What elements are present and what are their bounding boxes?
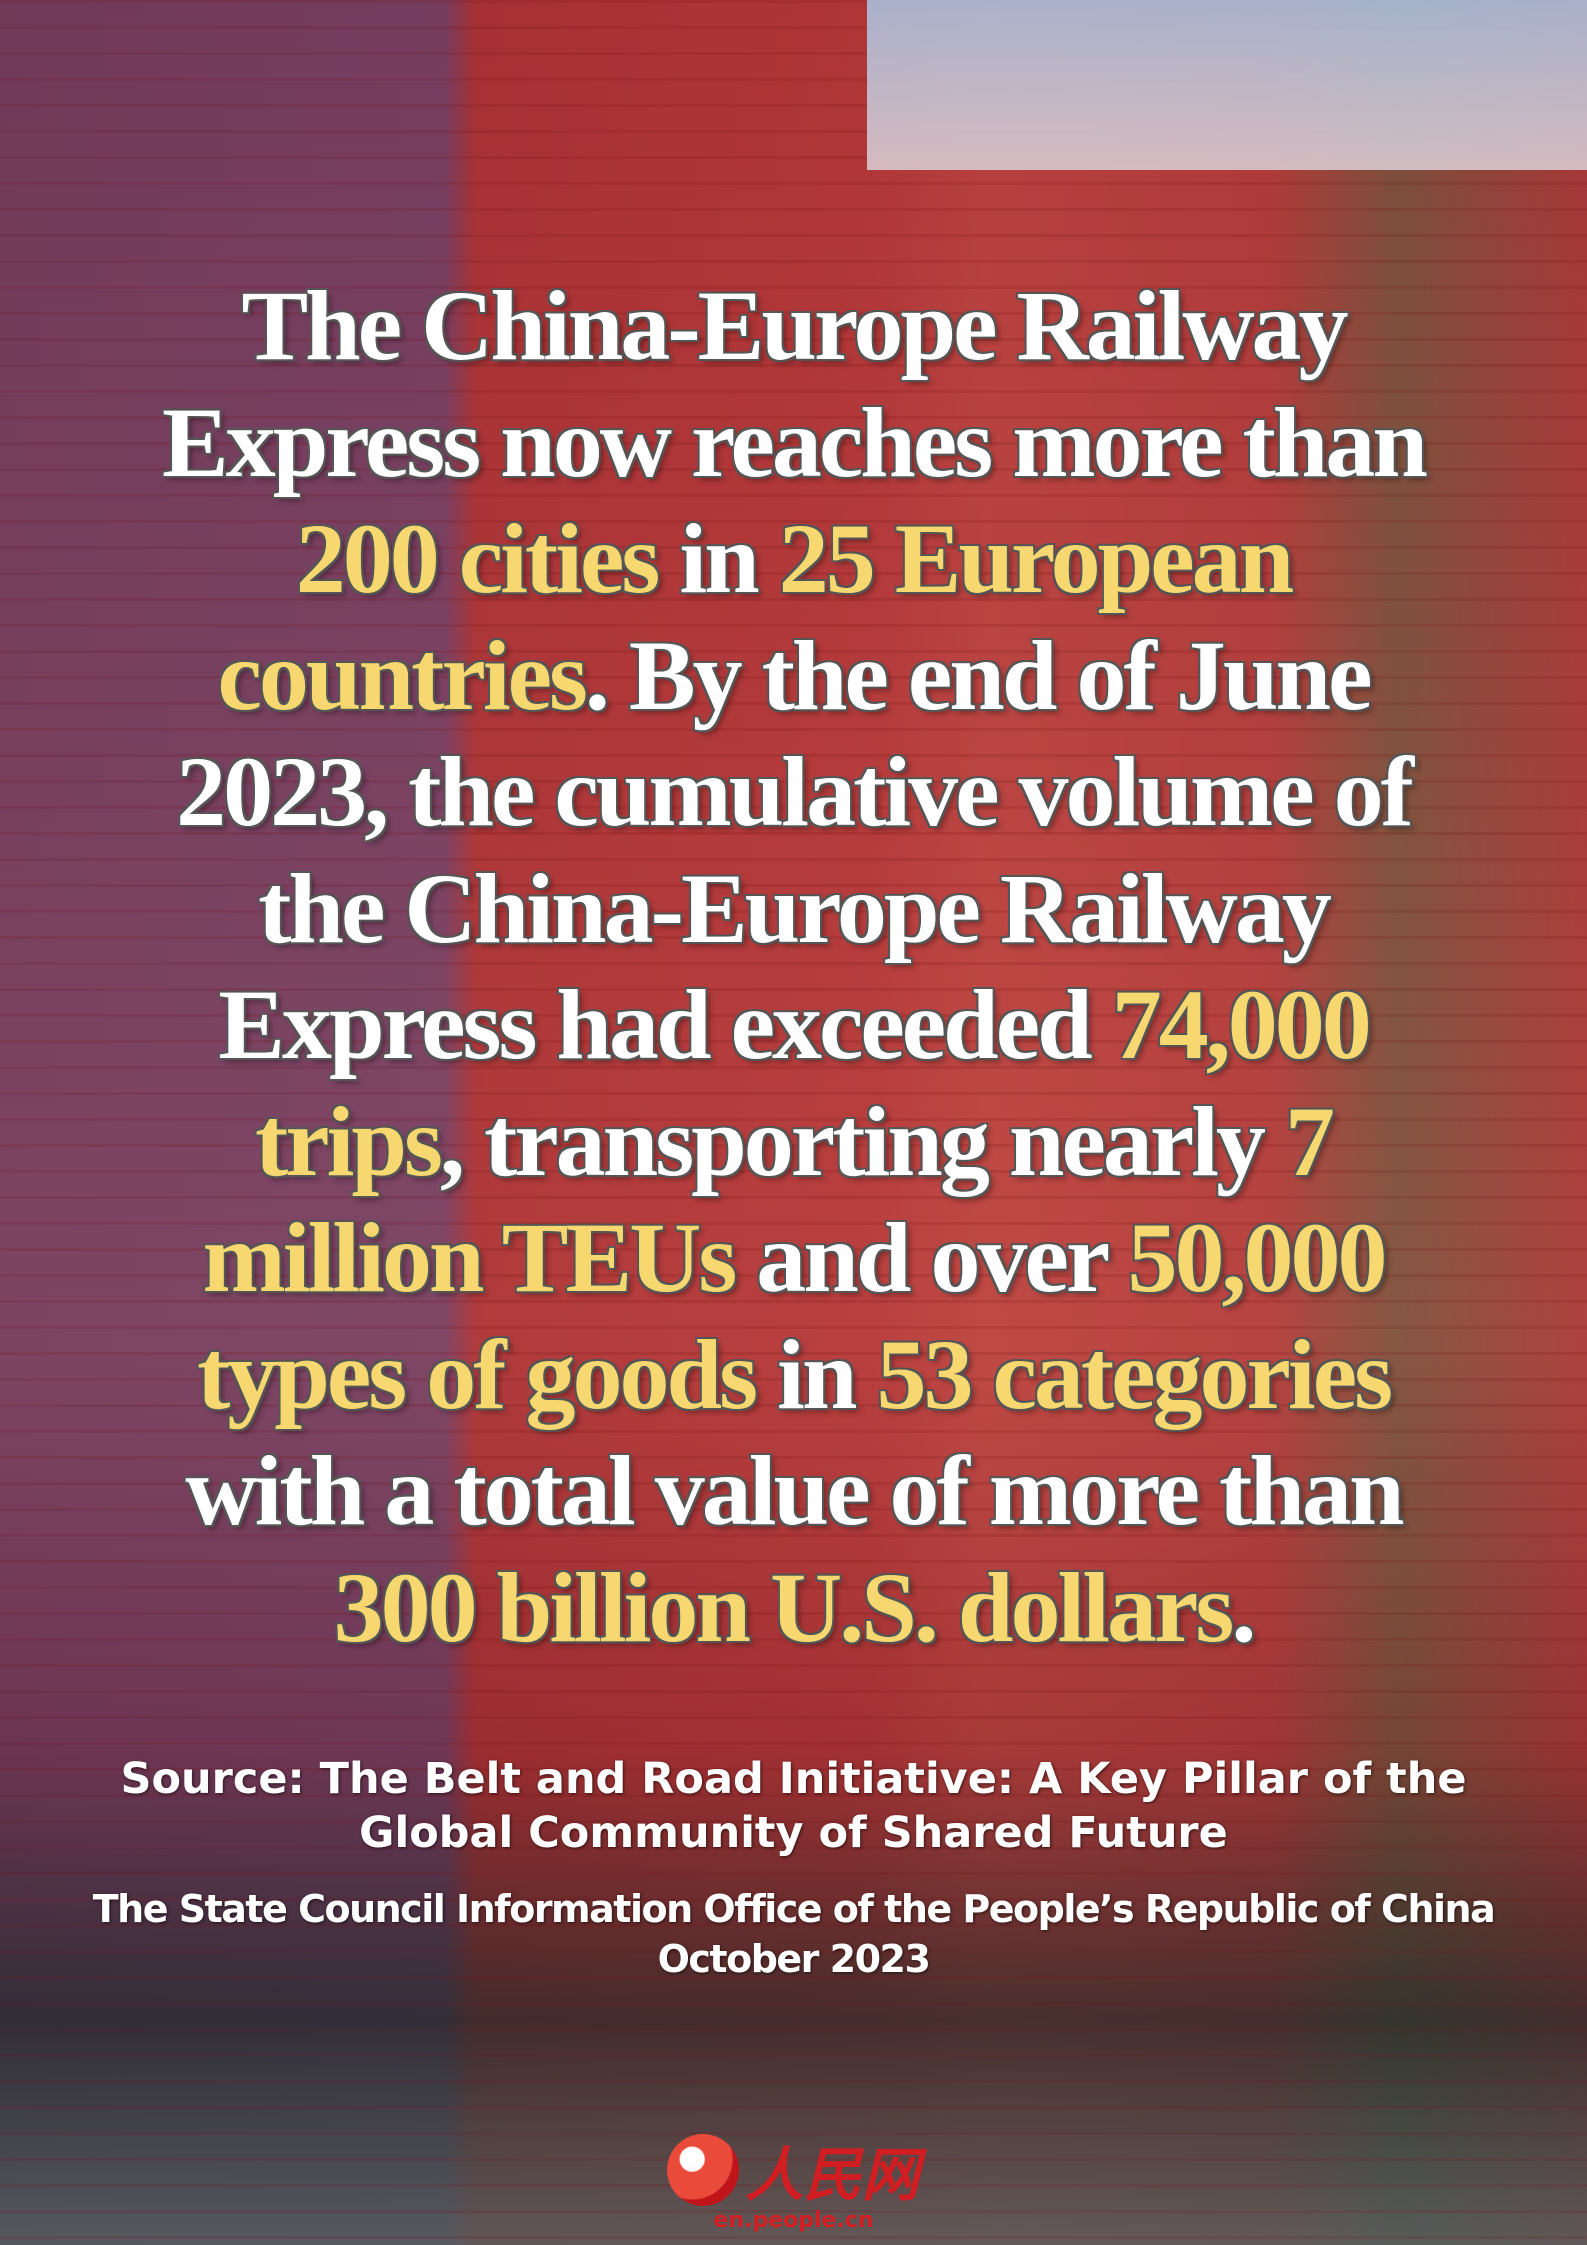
logo-name: 人民网 — [745, 2141, 920, 2209]
background-sky — [867, 0, 1587, 170]
logo: 人民网 — [0, 2128, 1587, 2212]
headline-text: in — [755, 1318, 877, 1430]
headline-text: with a total value of more than — [185, 1435, 1404, 1546]
headline-text: . By the end of June 2023, the cumulativ… — [176, 619, 1414, 1081]
highlight-text: 25 European countries — [217, 503, 1295, 731]
headline-text: in — [657, 503, 779, 614]
publisher-name: The State Council Information Office of … — [92, 1887, 1496, 1931]
source-line: Global Community of Shared Future — [359, 1808, 1228, 1858]
headline-text: and over — [734, 1202, 1128, 1313]
source: Source: The Belt and Road Initiative: A … — [0, 1752, 1587, 1860]
highlight-text: 74,000 trips — [254, 969, 1372, 1197]
logo-url: en.people.cn — [713, 2208, 874, 2233]
highlight-text: 200 cities — [295, 503, 661, 614]
headline-text: The China-Europe Railway Express now rea… — [162, 270, 1428, 498]
headline-text: . — [1231, 1551, 1256, 1663]
headline-text: , transporting nearly — [439, 1085, 1286, 1197]
logo-mark — [667, 2134, 740, 2206]
source-line: Source: The Belt and Road Initiative: A … — [120, 1754, 1467, 1804]
publish-date: October 2023 — [657, 1937, 931, 1981]
publisher: The State Council Information Office of … — [0, 1884, 1587, 1984]
highlight-text: 50,000 types of goods — [196, 1202, 1387, 1430]
highlight-text: 7 million TEUs — [202, 1085, 1336, 1314]
highlight-text: 300 billion U.S. dollars — [333, 1551, 1235, 1663]
highlight-text: 53 categories — [876, 1318, 1393, 1430]
headline: The China-Europe Railway Express now rea… — [110, 268, 1477, 1666]
